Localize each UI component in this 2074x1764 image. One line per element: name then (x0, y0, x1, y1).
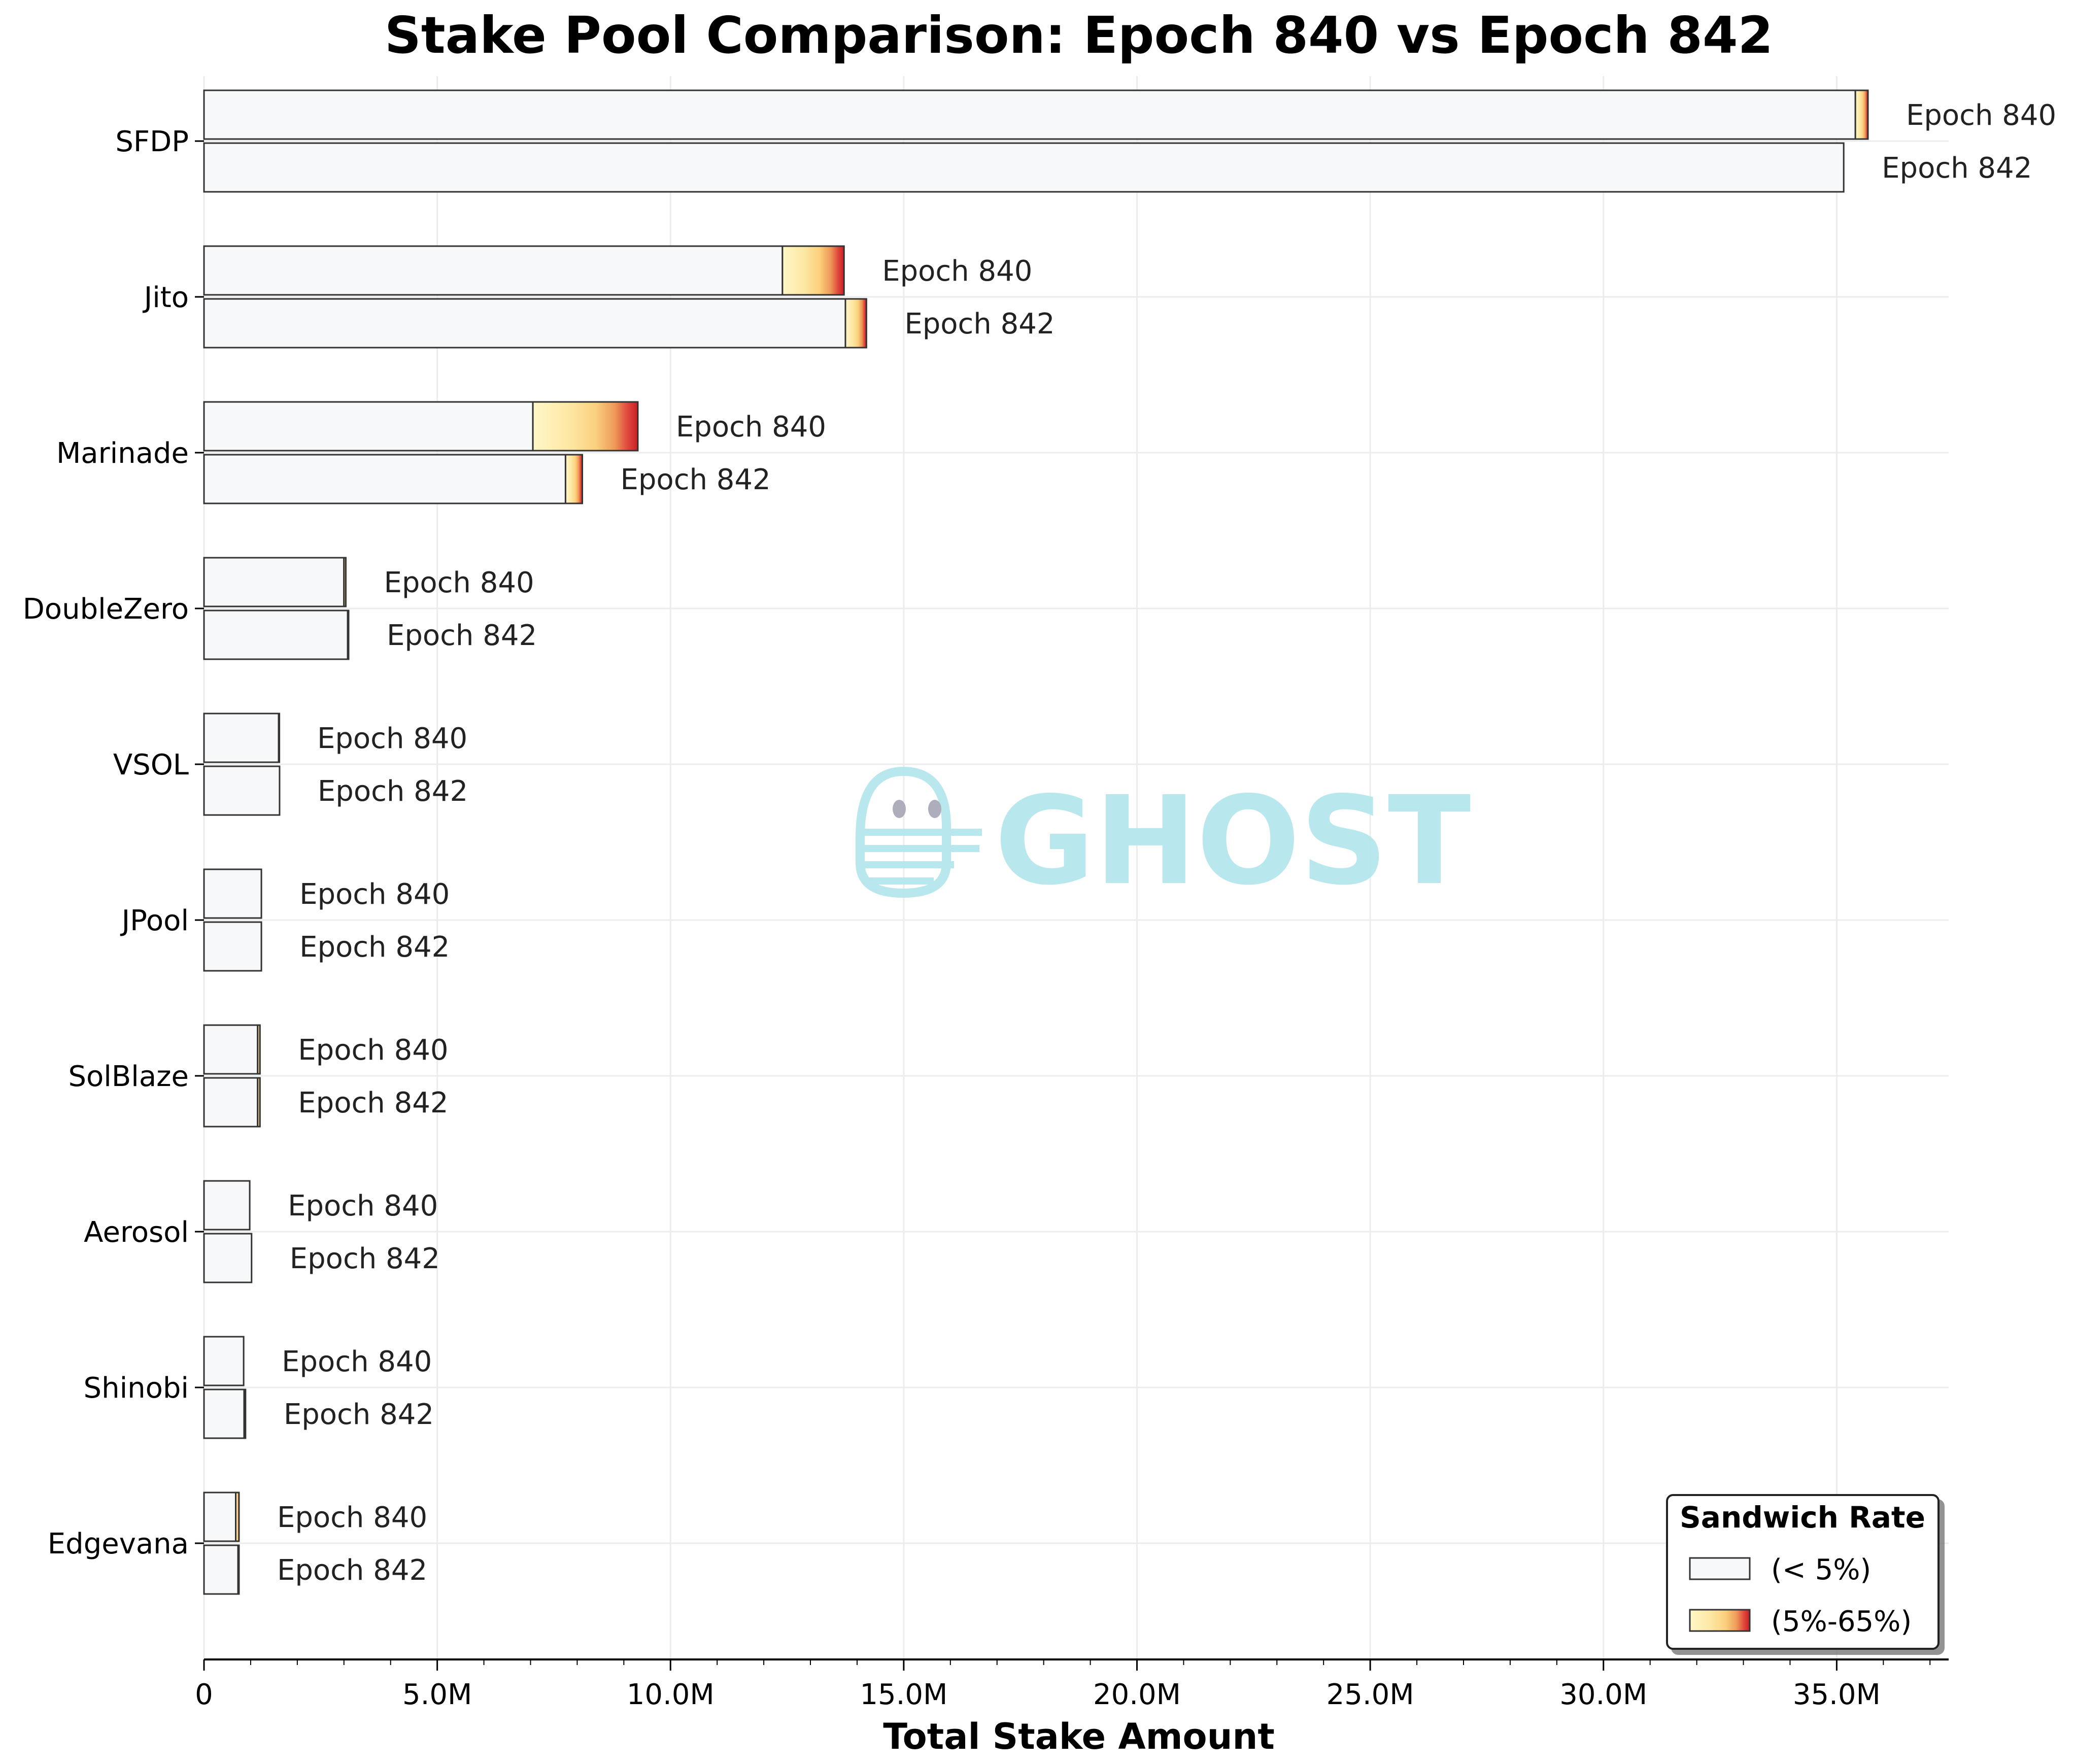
bar-label-marinade-epoch_840: Epoch 840 (676, 411, 826, 444)
bar-jito-epoch_840-low (203, 245, 784, 296)
y-label-jito: Jito (143, 281, 189, 314)
legend-label-low: (< 5%) (1771, 1553, 1871, 1586)
bar-label-marinade-epoch_842: Epoch 842 (621, 463, 771, 496)
bar-solblaze-epoch_842-high (257, 1077, 261, 1128)
bar-jito-epoch_842-high (844, 298, 867, 349)
bar-sfdp-epoch_840-high (1854, 89, 1869, 140)
legend-title: Sandwich Rate (1680, 1500, 1925, 1535)
bars (203, 89, 1869, 1595)
x-tick-label-0: 0 (195, 1678, 213, 1711)
bar-label-aerosol-epoch_840: Epoch 840 (288, 1190, 438, 1223)
y-label-marinade: Marinade (56, 437, 189, 470)
x-tick-label-4: 20.0M (1093, 1678, 1181, 1711)
bar-label-edgevana-epoch_840: Epoch 840 (277, 1501, 427, 1534)
bar-label-jpool-epoch_842: Epoch 842 (299, 931, 450, 964)
bar-aerosol-epoch_840-low (203, 1180, 251, 1231)
y-label-doublezero: DoubleZero (23, 593, 189, 626)
bar-shinobi-epoch_842-low (203, 1388, 245, 1439)
bar-label-jpool-epoch_840: Epoch 840 (299, 878, 450, 911)
bar-doublezero-epoch_842-low (203, 609, 349, 660)
bar-label-sfdp-epoch_842: Epoch 842 (1882, 152, 2032, 185)
y-label-shinobi: Shinobi (84, 1372, 189, 1405)
bar-label-vsol-epoch_842: Epoch 842 (318, 775, 468, 808)
x-tick-label-3: 15.0M (860, 1678, 947, 1711)
bar-doublezero-epoch_840-low (203, 557, 345, 607)
bar-label-shinobi-epoch_840: Epoch 840 (282, 1345, 432, 1378)
bar-vsol-epoch_840-low (203, 713, 280, 763)
bar-shinobi-epoch_842-high (243, 1388, 247, 1439)
bar-solblaze-epoch_842-low (203, 1077, 259, 1128)
x-tick-label-5: 25.0M (1327, 1678, 1414, 1711)
bar-jpool-epoch_842-low (203, 921, 262, 972)
bar-label-solblaze-epoch_840: Epoch 840 (298, 1034, 448, 1067)
bar-label-edgevana-epoch_842: Epoch 842 (277, 1554, 427, 1587)
y-label-solblaze: SolBlaze (68, 1060, 189, 1093)
bar-label-doublezero-epoch_842: Epoch 842 (387, 619, 537, 652)
bar-doublezero-epoch_840-high (343, 557, 347, 607)
bar-solblaze-epoch_840-high (257, 1024, 261, 1075)
bar-shinobi-epoch_840-low (203, 1336, 245, 1386)
bar-label-solblaze-epoch_842: Epoch 842 (298, 1087, 448, 1120)
legend-swatch-high (1689, 1609, 1751, 1632)
bar-sfdp-epoch_840-low (203, 89, 1856, 140)
bar-label-jito-epoch_840: Epoch 840 (882, 255, 1032, 288)
x-axis-label: Total Stake Amount (883, 1716, 1275, 1757)
grid-lines (203, 76, 1949, 1659)
bar-edgevana-epoch_840-high (235, 1491, 240, 1542)
legend: Sandwich Rate (< 5%) (5%-65%) (1666, 1494, 1940, 1650)
bar-marinade-epoch_840-high (532, 401, 639, 452)
bar-jito-epoch_842-low (203, 298, 846, 349)
bar-edgevana-epoch_840-low (203, 1491, 237, 1542)
bar-jito-epoch_840-high (781, 245, 845, 296)
ghost-watermark-logo: GHOST (856, 766, 1471, 912)
x-tick-label-6: 30.0M (1559, 1678, 1647, 1711)
watermark-text: GHOST (995, 770, 1471, 912)
bar-jpool-epoch_840-low (203, 868, 262, 919)
bar-edgevana-epoch_842-high (237, 1544, 240, 1595)
bar-marinade-epoch_840-low (203, 401, 534, 452)
bar-labels: Epoch 840 Epoch 842 Epoch 840 Epoch 842 Epoc… (277, 99, 2056, 1587)
bar-edgevana-epoch_842-low (203, 1544, 239, 1595)
bar-label-jito-epoch_842: Epoch 842 (904, 308, 1055, 341)
bar-label-aerosol-epoch_842: Epoch 842 (290, 1242, 440, 1275)
bar-marinade-epoch_842-high (564, 454, 584, 504)
bar-marinade-epoch_842-low (203, 454, 566, 504)
bar-label-shinobi-epoch_842: Epoch 842 (284, 1398, 434, 1431)
bar-label-sfdp-epoch_840: Epoch 840 (1906, 99, 2056, 132)
y-label-sfdp: SFDP (115, 125, 189, 158)
bar-vsol-epoch_840-high (278, 713, 281, 763)
legend-swatch-low (1689, 1557, 1751, 1580)
x-tick-label-1: 5.0M (402, 1678, 472, 1711)
y-label-edgevana: Edgevana (48, 1528, 189, 1561)
y-label-jpool: JPool (120, 904, 189, 937)
x-tick-label-7: 35.0M (1793, 1678, 1881, 1711)
y-label-aerosol: Aerosol (84, 1216, 189, 1249)
x-axis: 0 5.0M 10.0M 15.0M 20.0M 25.0M 30.0M 35.0M (195, 1658, 1949, 1711)
bar-label-vsol-epoch_840: Epoch 840 (317, 722, 467, 755)
x-tick-label-2: 10.0M (627, 1678, 715, 1711)
bar-doublezero-epoch_842-high (347, 609, 350, 660)
y-axis-categories: SFDP Jito Marinade DoubleZero VSOL JPool SolBl… (23, 125, 204, 1561)
bar-sfdp-epoch_842-low (203, 142, 1845, 193)
ghost-icon (856, 766, 982, 898)
bar-label-doublezero-epoch_840: Epoch 840 (384, 566, 534, 599)
legend-label-high: (5%-65%) (1771, 1605, 1912, 1638)
bar-aerosol-epoch_842-low (203, 1233, 253, 1283)
y-label-vsol: VSOL (113, 749, 189, 782)
bar-solblaze-epoch_840-low (203, 1024, 259, 1075)
bar-vsol-epoch_842-low (203, 765, 281, 816)
chart-title: Stake Pool Comparison: Epoch 840 vs Epoc… (385, 6, 1773, 65)
